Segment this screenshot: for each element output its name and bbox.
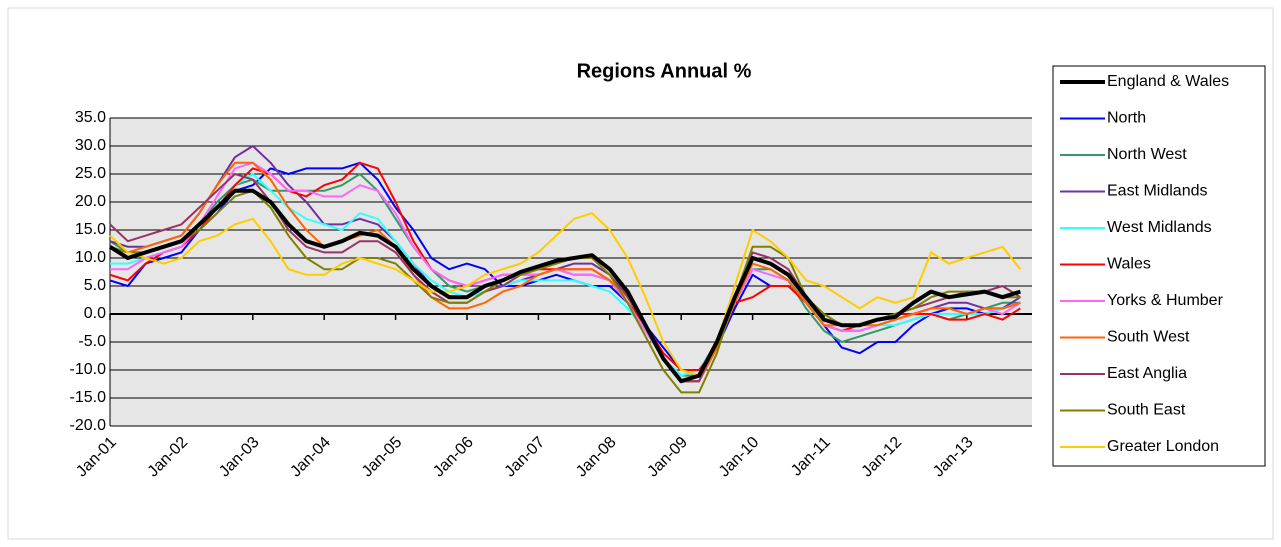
legend-label: England & Wales bbox=[1107, 73, 1229, 90]
legend-label: Greater London bbox=[1107, 438, 1219, 455]
legend-box bbox=[1052, 65, 1266, 467]
legend-label: North bbox=[1107, 110, 1146, 127]
y-tick-label: -5.0 bbox=[78, 333, 106, 350]
y-tick-label: 20.0 bbox=[75, 193, 106, 210]
y-tick-label: 30.0 bbox=[75, 137, 106, 154]
legend-label: East Midlands bbox=[1107, 183, 1208, 200]
y-tick-label: 5.0 bbox=[84, 277, 106, 294]
series-line bbox=[109, 212, 1022, 377]
chart-title: Regions Annual % bbox=[577, 60, 752, 82]
legend-label: West Midlands bbox=[1107, 219, 1212, 236]
y-tick-label: -20.0 bbox=[70, 417, 107, 434]
legend-label: East Anglia bbox=[1107, 365, 1187, 382]
legend-label: South East bbox=[1107, 402, 1186, 419]
y-tick-label: 35.0 bbox=[75, 109, 106, 126]
series-line bbox=[109, 161, 1021, 383]
series-line bbox=[108, 188, 1021, 384]
legend-label: Yorks & Humber bbox=[1107, 292, 1224, 309]
y-tick-label: 25.0 bbox=[75, 165, 106, 182]
legend-label: Wales bbox=[1107, 256, 1151, 273]
series-line bbox=[109, 161, 1021, 371]
y-tick-label: -15.0 bbox=[70, 389, 107, 406]
y-tick-label: 15.0 bbox=[75, 221, 106, 238]
series-line bbox=[110, 161, 1021, 383]
legend-label: South West bbox=[1107, 329, 1190, 346]
y-tick-label: -10.0 bbox=[70, 361, 107, 378]
y-tick-label: 0.0 bbox=[84, 305, 106, 322]
legend-label: North West bbox=[1107, 146, 1187, 163]
y-tick-label: 10.0 bbox=[75, 249, 106, 266]
